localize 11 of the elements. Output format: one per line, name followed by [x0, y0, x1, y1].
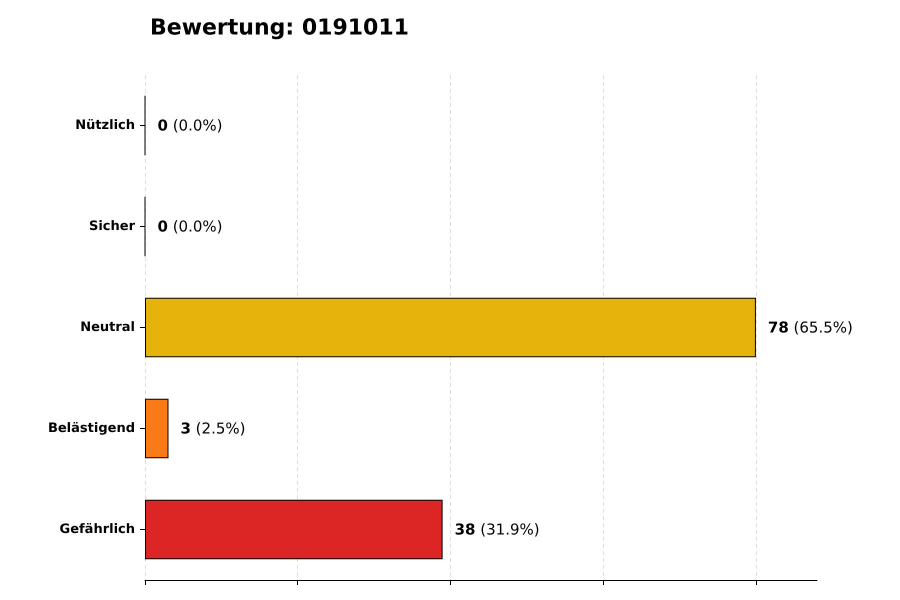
y-tick-label: Neutral: [80, 320, 135, 335]
chart-title: Bewertung: 0191011: [150, 16, 409, 40]
data-label: 78 (65.5%): [768, 318, 853, 336]
y-tick-label: Sicher: [88, 219, 136, 234]
data-label: 3 (2.5%): [180, 420, 246, 438]
y-tick-label: Belästigend: [48, 421, 135, 436]
y-tick-label: Nützlich: [75, 118, 135, 133]
data-label: 0 (0.0%): [158, 218, 223, 236]
y-tick-label: Gefährlich: [60, 522, 135, 537]
data-label: 38 (31.9%): [454, 520, 540, 538]
data-label: 0 (0.0%): [158, 116, 223, 134]
